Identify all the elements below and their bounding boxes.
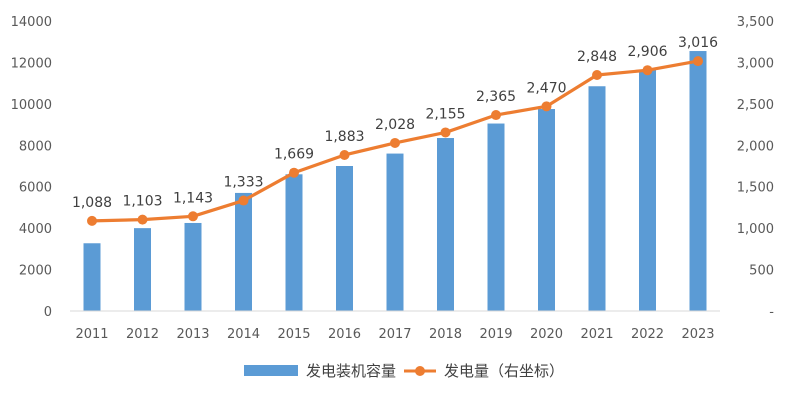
generation-data-label: 1,088 <box>72 195 112 211</box>
generation-data-label: 2,470 <box>526 80 566 96</box>
x-tick-label: 2016 <box>328 327 361 342</box>
left-tick-label: 14000 <box>11 15 52 30</box>
right-tick-label: 1,500 <box>737 181 774 196</box>
capacity-bar <box>386 153 404 311</box>
capacity-bar <box>336 166 353 311</box>
left-tick-label: 6000 <box>19 181 52 196</box>
x-tick-label: 2020 <box>530 327 563 342</box>
generation-data-label: 2,906 <box>627 44 667 60</box>
generation-point <box>541 101 552 112</box>
generation-data-label: 2,848 <box>577 49 617 65</box>
x-tick-label: 2013 <box>176 327 209 342</box>
x-tick-label: 2012 <box>126 327 159 342</box>
capacity-bar <box>538 109 555 312</box>
right-tick-label: 2,000 <box>737 139 774 154</box>
capacity-bar <box>285 174 303 311</box>
generation-point <box>289 167 299 178</box>
legend-line-marker <box>415 366 425 376</box>
left-tick-label: 10000 <box>11 98 52 113</box>
generation-data-label: 1,669 <box>274 147 314 163</box>
x-tick-label: 2022 <box>631 327 664 342</box>
generation-point <box>188 211 198 222</box>
generation-data-label: 1,103 <box>122 194 162 210</box>
x-tick-label: 2011 <box>75 327 108 342</box>
capacity-bar <box>639 69 656 311</box>
capacity-bar <box>588 86 606 311</box>
left-tick-label: 12000 <box>11 56 52 71</box>
generation-data-label: 2,155 <box>425 106 465 122</box>
left-tick-label: 8000 <box>19 139 52 154</box>
legend-bar-label: 发电装机容量 <box>306 362 396 380</box>
legend-bar-swatch <box>244 365 298 376</box>
generation-line: 1,088 1,103 1,143 1,333 1,669 1,883 2,028 2,155… <box>72 35 718 226</box>
x-tick-label: 2014 <box>227 327 260 342</box>
capacity-bar <box>134 228 151 311</box>
capacity-bar <box>184 222 202 311</box>
x-tick-label: 2023 <box>681 327 714 342</box>
x-tick-label: 2015 <box>277 327 310 342</box>
generation-point <box>642 65 653 76</box>
legend: 发电装机容量 发电量（右坐标） <box>244 362 564 380</box>
generation-data-label: 3,016 <box>678 35 718 51</box>
right-tick-label: - <box>769 305 774 320</box>
generation-point <box>592 70 602 81</box>
x-tick-label: 2019 <box>479 327 512 342</box>
left-tick-label: 4000 <box>19 222 52 237</box>
generation-data-label: 2,365 <box>476 89 516 105</box>
right-axis-ticks: - 500 1,000 1,500 2,000 2,500 3,000 3,500 <box>737 15 775 320</box>
left-axis-ticks: 0 2000 4000 6000 8000 10000 12000 14000 <box>11 15 52 320</box>
capacity-bars <box>83 51 707 312</box>
generation-point <box>137 214 148 225</box>
generation-point <box>390 137 400 148</box>
left-tick-label: 2000 <box>19 264 52 279</box>
x-tick-label: 2017 <box>378 327 411 342</box>
capacity-bar <box>689 51 707 312</box>
generation-point <box>491 110 501 121</box>
generation-point <box>693 56 703 67</box>
capacity-bar <box>437 138 454 311</box>
left-tick-label: 0 <box>44 305 52 320</box>
capacity-bar <box>487 123 505 312</box>
generation-data-label: 1,143 <box>173 190 213 206</box>
generation-data-label: 2,028 <box>375 117 415 133</box>
capacity-bar <box>83 243 101 311</box>
generation-data-label: 1,883 <box>324 129 364 145</box>
x-tick-label: 2021 <box>580 327 613 342</box>
generation-point <box>87 215 97 226</box>
right-tick-label: 1,000 <box>737 222 774 237</box>
right-tick-label: 3,500 <box>737 15 774 30</box>
generation-point <box>339 149 350 160</box>
generation-point <box>440 127 451 138</box>
right-tick-label: 500 <box>749 264 774 279</box>
x-axis-ticks: 2011 2012 2013 2014 2015 2016 2017 2018 2019 2020… <box>75 327 714 342</box>
legend-line-label: 发电量（右坐标） <box>444 362 564 380</box>
right-tick-label: 3,000 <box>737 56 774 71</box>
right-tick-label: 2,500 <box>737 98 774 113</box>
generation-data-label: 1,333 <box>223 175 263 191</box>
generation-point <box>238 195 249 206</box>
capacity-bar <box>235 192 252 311</box>
x-tick-label: 2018 <box>429 327 462 342</box>
